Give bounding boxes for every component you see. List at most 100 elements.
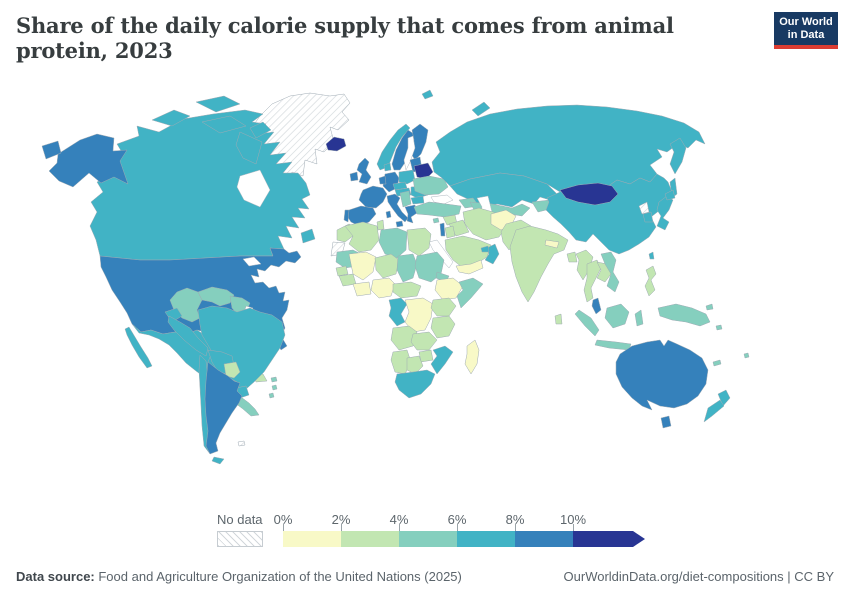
country-vietnam[interactable] xyxy=(600,251,620,293)
legend-bin-10-plus[interactable] xyxy=(573,531,645,547)
country-jordan[interactable] xyxy=(444,225,456,239)
country-drc[interactable] xyxy=(404,297,434,333)
country-sri-lanka[interactable] xyxy=(554,313,563,325)
country-paraguay[interactable] xyxy=(223,361,241,379)
country-canada-arctic-2[interactable] xyxy=(195,95,241,113)
country-argentina[interactable] xyxy=(204,361,243,455)
country-ireland[interactable] xyxy=(349,171,359,182)
country-venezuela[interactable] xyxy=(197,286,235,307)
country-australia[interactable] xyxy=(615,339,709,411)
country-chad[interactable] xyxy=(396,253,418,283)
credit-link[interactable]: OurWorldinData.org/diet-compositions | C… xyxy=(563,569,834,584)
country-madagascar[interactable] xyxy=(464,339,480,375)
country-algeria[interactable] xyxy=(344,221,380,253)
region-java[interactable] xyxy=(594,339,632,351)
region-tasmania[interactable] xyxy=(660,415,672,429)
country-mozambique[interactable] xyxy=(430,345,454,375)
country-south-korea[interactable] xyxy=(642,211,654,223)
country-nigeria[interactable] xyxy=(370,277,396,299)
region-balkans[interactable] xyxy=(399,190,412,208)
legend-bin-8-10[interactable] xyxy=(515,531,573,547)
country-puerto-rico[interactable] xyxy=(270,376,278,383)
region-gabon-congo[interactable] xyxy=(388,297,408,327)
country-ethiopia[interactable] xyxy=(434,277,464,301)
country-belarus[interactable] xyxy=(413,162,434,180)
country-egypt[interactable] xyxy=(406,227,432,257)
country-canada-arctic-4[interactable] xyxy=(249,121,272,139)
country-cyprus[interactable] xyxy=(432,217,440,224)
region-benelux[interactable] xyxy=(378,175,387,185)
region-sulawesi[interactable] xyxy=(634,309,644,327)
country-uae[interactable] xyxy=(480,245,490,253)
region-hokkaido[interactable] xyxy=(664,189,676,201)
country-south-africa[interactable] xyxy=(394,369,436,399)
country-portugal[interactable] xyxy=(343,209,350,223)
country-mongolia[interactable] xyxy=(559,182,619,206)
country-zimbabwe[interactable] xyxy=(418,349,434,363)
country-usa-alaska[interactable] xyxy=(48,133,129,188)
region-cameroon-car[interactable] xyxy=(392,281,422,299)
region-new-caledonia[interactable] xyxy=(712,359,722,367)
country-myanmar[interactable] xyxy=(575,249,594,281)
legend-bin-4-6[interactable] xyxy=(399,531,457,547)
country-taiwan[interactable] xyxy=(648,251,655,260)
country-canada-arctic-3[interactable] xyxy=(201,115,247,134)
country-philippines[interactable] xyxy=(644,265,657,297)
legend-no-data-swatch[interactable] xyxy=(217,531,263,547)
country-usa-alaska-island[interactable] xyxy=(41,140,62,160)
country-botswana[interactable] xyxy=(406,355,424,375)
country-malaysia-peninsula[interactable] xyxy=(591,297,602,315)
legend-bin-0-2[interactable] xyxy=(283,531,341,547)
region-solomon[interactable] xyxy=(715,324,723,331)
country-tanzania[interactable] xyxy=(430,315,456,339)
country-nepal[interactable] xyxy=(544,239,560,249)
country-denmark[interactable] xyxy=(383,162,392,172)
country-angola[interactable] xyxy=(390,325,418,351)
region-sumatra[interactable] xyxy=(574,309,600,337)
country-zambia[interactable] xyxy=(410,331,438,351)
country-india[interactable] xyxy=(509,225,569,303)
country-canada-baffin[interactable] xyxy=(235,131,263,165)
country-north-korea[interactable] xyxy=(638,201,650,215)
region-uganda-kenya[interactable] xyxy=(430,297,457,317)
region-svalbard[interactable] xyxy=(421,89,434,100)
legend-bin-2-4[interactable] xyxy=(341,531,399,547)
country-iceland[interactable] xyxy=(325,136,347,152)
country-mali[interactable] xyxy=(348,251,377,281)
region-lesser-antilles[interactable] xyxy=(268,384,278,399)
country-uk[interactable] xyxy=(356,157,372,185)
territory-falklands[interactable] xyxy=(237,440,246,447)
region-new-britain[interactable] xyxy=(705,303,714,311)
country-libya[interactable] xyxy=(378,227,408,259)
country-somalia[interactable] xyxy=(456,277,484,309)
legend-bin-6-8[interactable] xyxy=(457,531,515,547)
region-borneo[interactable] xyxy=(604,303,630,329)
country-turkey[interactable] xyxy=(413,201,462,218)
region-ivory-ghana[interactable] xyxy=(352,281,372,297)
country-peru[interactable] xyxy=(167,315,209,357)
region-czech-slovakia[interactable] xyxy=(392,181,408,191)
region-new-guinea[interactable] xyxy=(657,303,711,327)
region-sicily[interactable] xyxy=(395,220,404,228)
country-poland[interactable] xyxy=(398,169,416,185)
country-niger[interactable] xyxy=(374,253,400,279)
country-ukraine[interactable] xyxy=(412,175,449,196)
country-new-zealand-south[interactable] xyxy=(703,399,725,423)
region-kamchatka[interactable] xyxy=(669,137,687,175)
region-novaya-zemlya[interactable] xyxy=(471,101,491,117)
region-fiji[interactable] xyxy=(743,352,750,359)
region-sardinia[interactable] xyxy=(385,210,392,219)
country-yemen[interactable] xyxy=(455,259,484,275)
country-israel[interactable] xyxy=(439,222,446,237)
country-saudi-arabia[interactable] xyxy=(444,235,492,269)
region-tierra-del-fuego[interactable] xyxy=(211,456,225,465)
country-bulgaria[interactable] xyxy=(410,195,425,205)
country-canada-arctic-1[interactable] xyxy=(151,109,191,127)
country-mexico-baja[interactable] xyxy=(124,326,153,369)
country-france[interactable] xyxy=(358,185,388,209)
country-tunisia[interactable] xyxy=(376,219,385,231)
country-senegal[interactable] xyxy=(335,265,349,277)
owid-logo[interactable]: Our World in Data xyxy=(774,12,838,45)
country-canada-newfoundland[interactable] xyxy=(300,228,316,244)
country-bangladesh[interactable] xyxy=(566,251,578,263)
